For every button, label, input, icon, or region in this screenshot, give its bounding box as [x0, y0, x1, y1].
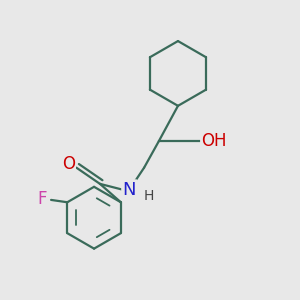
Text: H: H [143, 189, 154, 202]
Text: OH: OH [201, 132, 227, 150]
Text: O: O [61, 155, 75, 173]
Text: F: F [38, 190, 47, 208]
Text: N: N [123, 181, 136, 199]
